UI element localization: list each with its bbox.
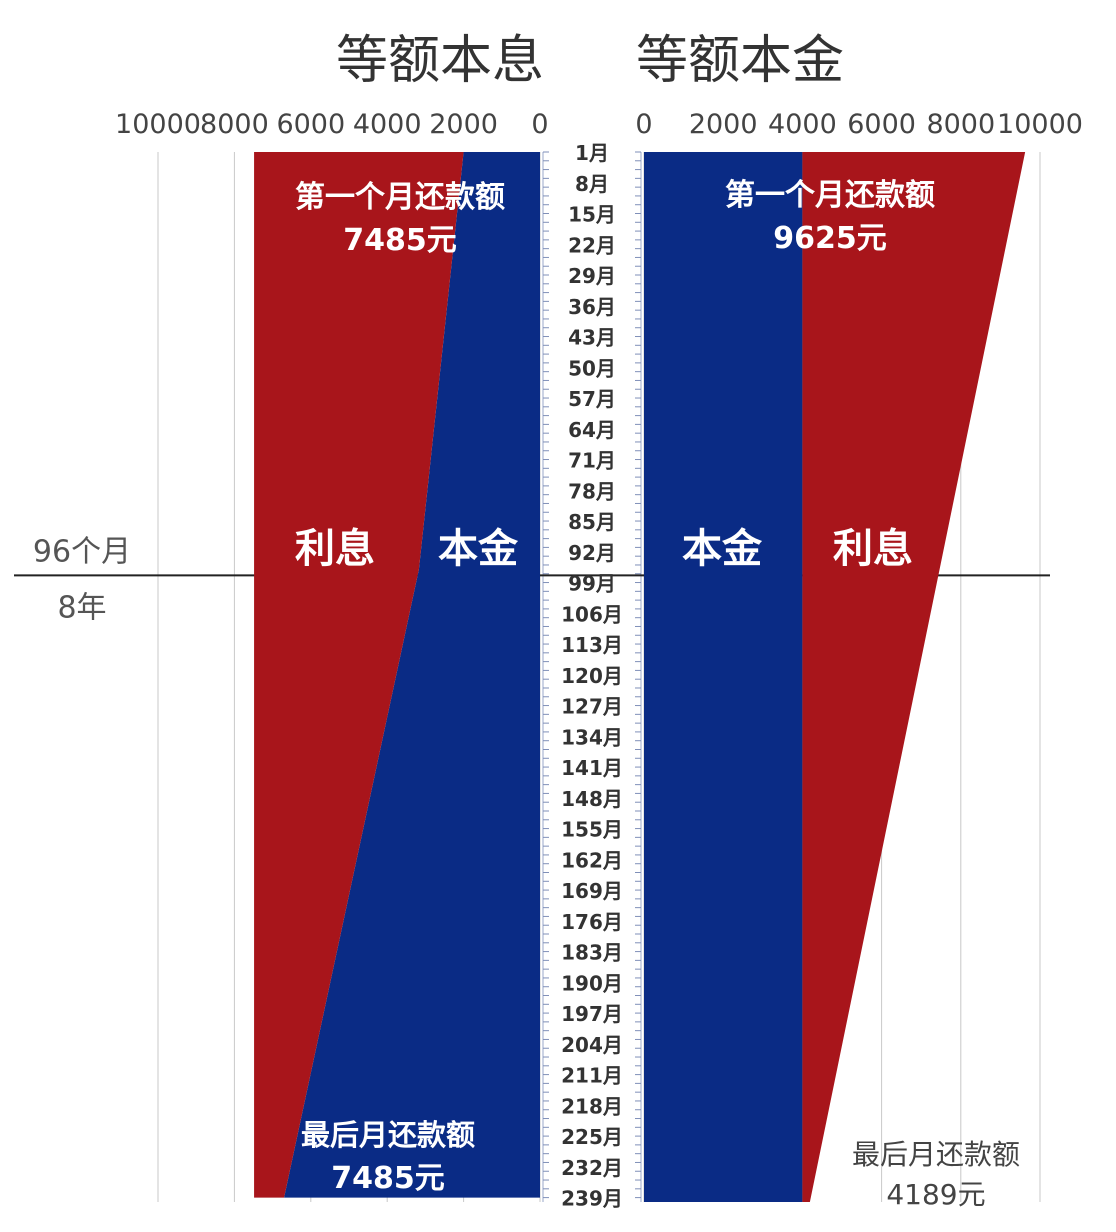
month-label: 197月 (561, 1002, 623, 1026)
month-label: 169月 (561, 879, 623, 903)
right-last-payment-value: 4189元 (886, 1178, 985, 1211)
month-label: 57月 (568, 387, 616, 411)
month-label: 8月 (575, 172, 609, 196)
month-label: 71月 (568, 449, 616, 473)
month-label: 218月 (561, 1094, 623, 1118)
left-chart-title: 等额本息 (336, 31, 544, 91)
month-label: 134月 (561, 725, 623, 749)
month-label: 64月 (568, 418, 616, 442)
month-label: 225月 (561, 1125, 623, 1149)
left-interest-area (254, 152, 464, 1198)
right-last-payment-label: 最后月还款额 (852, 1138, 1020, 1171)
left-tick-label: 6000 (276, 109, 345, 140)
left-tick-label: 10000 (115, 109, 201, 140)
marker-years-label: 8年 (57, 590, 106, 625)
month-label: 50月 (568, 356, 616, 380)
month-label: 204月 (561, 1033, 623, 1057)
month-label: 85月 (568, 510, 616, 534)
month-label: 176月 (561, 910, 623, 934)
right-tick-label: 4000 (768, 109, 837, 140)
left-tick-label: 2000 (429, 109, 498, 140)
right-principal-label: 本金 (682, 526, 763, 572)
left-first-payment-value: 7485元 (343, 223, 457, 258)
right-interest-area (802, 152, 1026, 1202)
left-tick-label: 4000 (353, 109, 422, 140)
month-label: 232月 (561, 1156, 623, 1180)
right-principal-area (644, 152, 803, 1202)
month-label: 183月 (561, 941, 623, 965)
month-label: 239月 (561, 1187, 623, 1211)
month-label: 1月 (575, 141, 609, 165)
right-tick-label: 6000 (847, 109, 916, 140)
left-interest-label: 利息 (295, 526, 375, 572)
month-label: 155月 (561, 818, 623, 842)
month-label: 120月 (561, 664, 623, 688)
left-principal-area (284, 152, 540, 1198)
month-label: 162月 (561, 848, 623, 872)
left-tick-label: 0 (531, 109, 548, 140)
right-first-payment-value: 9625元 (773, 221, 887, 256)
month-label: 29月 (568, 264, 616, 288)
month-label: 106月 (561, 602, 623, 626)
left-principal-label: 本金 (438, 526, 519, 572)
right-tick-label: 8000 (926, 109, 995, 140)
month-label: 99月 (568, 572, 616, 596)
left-tick-label: 8000 (200, 109, 269, 140)
month-label: 15月 (568, 203, 616, 227)
month-label: 43月 (568, 326, 616, 350)
month-label: 211月 (561, 1064, 623, 1088)
left-first-payment-label: 第一个月还款额 (295, 180, 505, 215)
right-chart-title: 等额本金 (636, 31, 844, 91)
left-last-payment-value: 7485元 (331, 1161, 445, 1196)
month-label: 141月 (561, 756, 623, 780)
marker-months-label: 96个月 (33, 534, 131, 569)
right-tick-label: 2000 (689, 109, 758, 140)
month-label: 22月 (568, 233, 616, 257)
month-label: 190月 (561, 971, 623, 995)
right-first-payment-label: 第一个月还款额 (725, 178, 935, 213)
left-last-payment-label: 最后月还款额 (301, 1118, 475, 1152)
right-interest-label: 利息 (833, 526, 913, 572)
month-label: 148月 (561, 787, 623, 811)
right-tick-label: 10000 (997, 109, 1083, 140)
right-tick-label: 0 (635, 109, 652, 140)
month-label: 127月 (561, 695, 623, 719)
month-label: 78月 (568, 479, 616, 503)
month-label: 113月 (561, 633, 623, 657)
month-label: 92月 (568, 541, 616, 565)
month-label: 36月 (568, 295, 616, 319)
